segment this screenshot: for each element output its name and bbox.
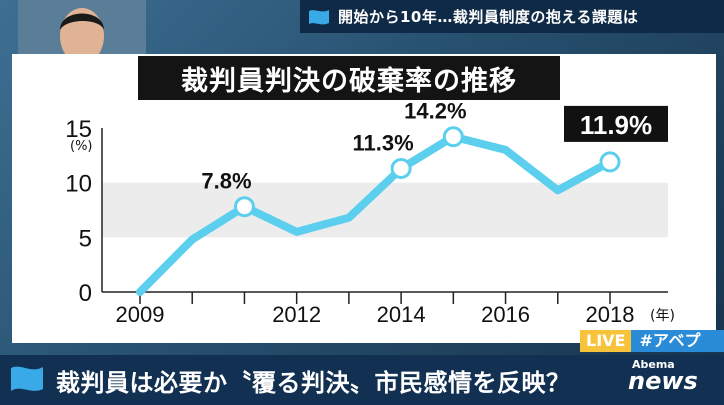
flag-icon: [309, 9, 329, 24]
x-tick-label: 2016: [481, 302, 530, 327]
x-tick-label: 2018: [586, 302, 635, 327]
data-label: 7.8%: [201, 169, 251, 194]
x-tick-label: 2014: [377, 302, 426, 327]
grid-band: [102, 182, 668, 238]
topic-banner: 開始から10年…裁判員制度の抱える課題は: [300, 0, 724, 33]
live-label: LIVE: [580, 330, 632, 352]
x-axis-unit: (年): [650, 308, 675, 324]
chart-title: 裁判員判決の破棄率の推移: [138, 56, 560, 100]
data-label: 11.3%: [353, 130, 414, 155]
data-label: 11.9%: [580, 110, 652, 140]
y-tick-label: 5: [79, 225, 92, 252]
data-label: 14.2%: [404, 99, 466, 124]
logo-small-text: Abema: [632, 358, 675, 371]
data-point-marker: [599, 151, 621, 173]
x-tick-label: 2012: [272, 302, 321, 327]
y-tick-label: 10: [65, 171, 92, 198]
data-point-marker: [442, 126, 464, 148]
hashtag-label: #アベプラ: [631, 330, 724, 372]
series-line: [136, 132, 614, 296]
data-point-marker: [390, 157, 412, 179]
y-tick-label: 15: [65, 116, 92, 143]
headline-text: 裁判員は必要か〝覆る判決〟市民感情を反映？: [56, 369, 571, 397]
data-point-marker: [233, 196, 255, 218]
flag-icon: [11, 366, 43, 391]
x-tick-label: 2009: [116, 302, 165, 327]
logo-big-text: news: [628, 367, 698, 395]
live-badge: LIVE #アベプラ: [580, 330, 724, 372]
y-tick-label: 0: [79, 280, 92, 307]
topic-banner-text: 開始から10年…裁判員制度の抱える課題は: [338, 8, 639, 26]
highlight-label-box: [564, 105, 668, 142]
headline-bar: 裁判員は必要か〝覆る判決〟市民感情を反映？: [0, 355, 724, 405]
abema-news-logo: Abema news: [628, 358, 698, 395]
y-axis-unit: (%): [70, 139, 93, 154]
